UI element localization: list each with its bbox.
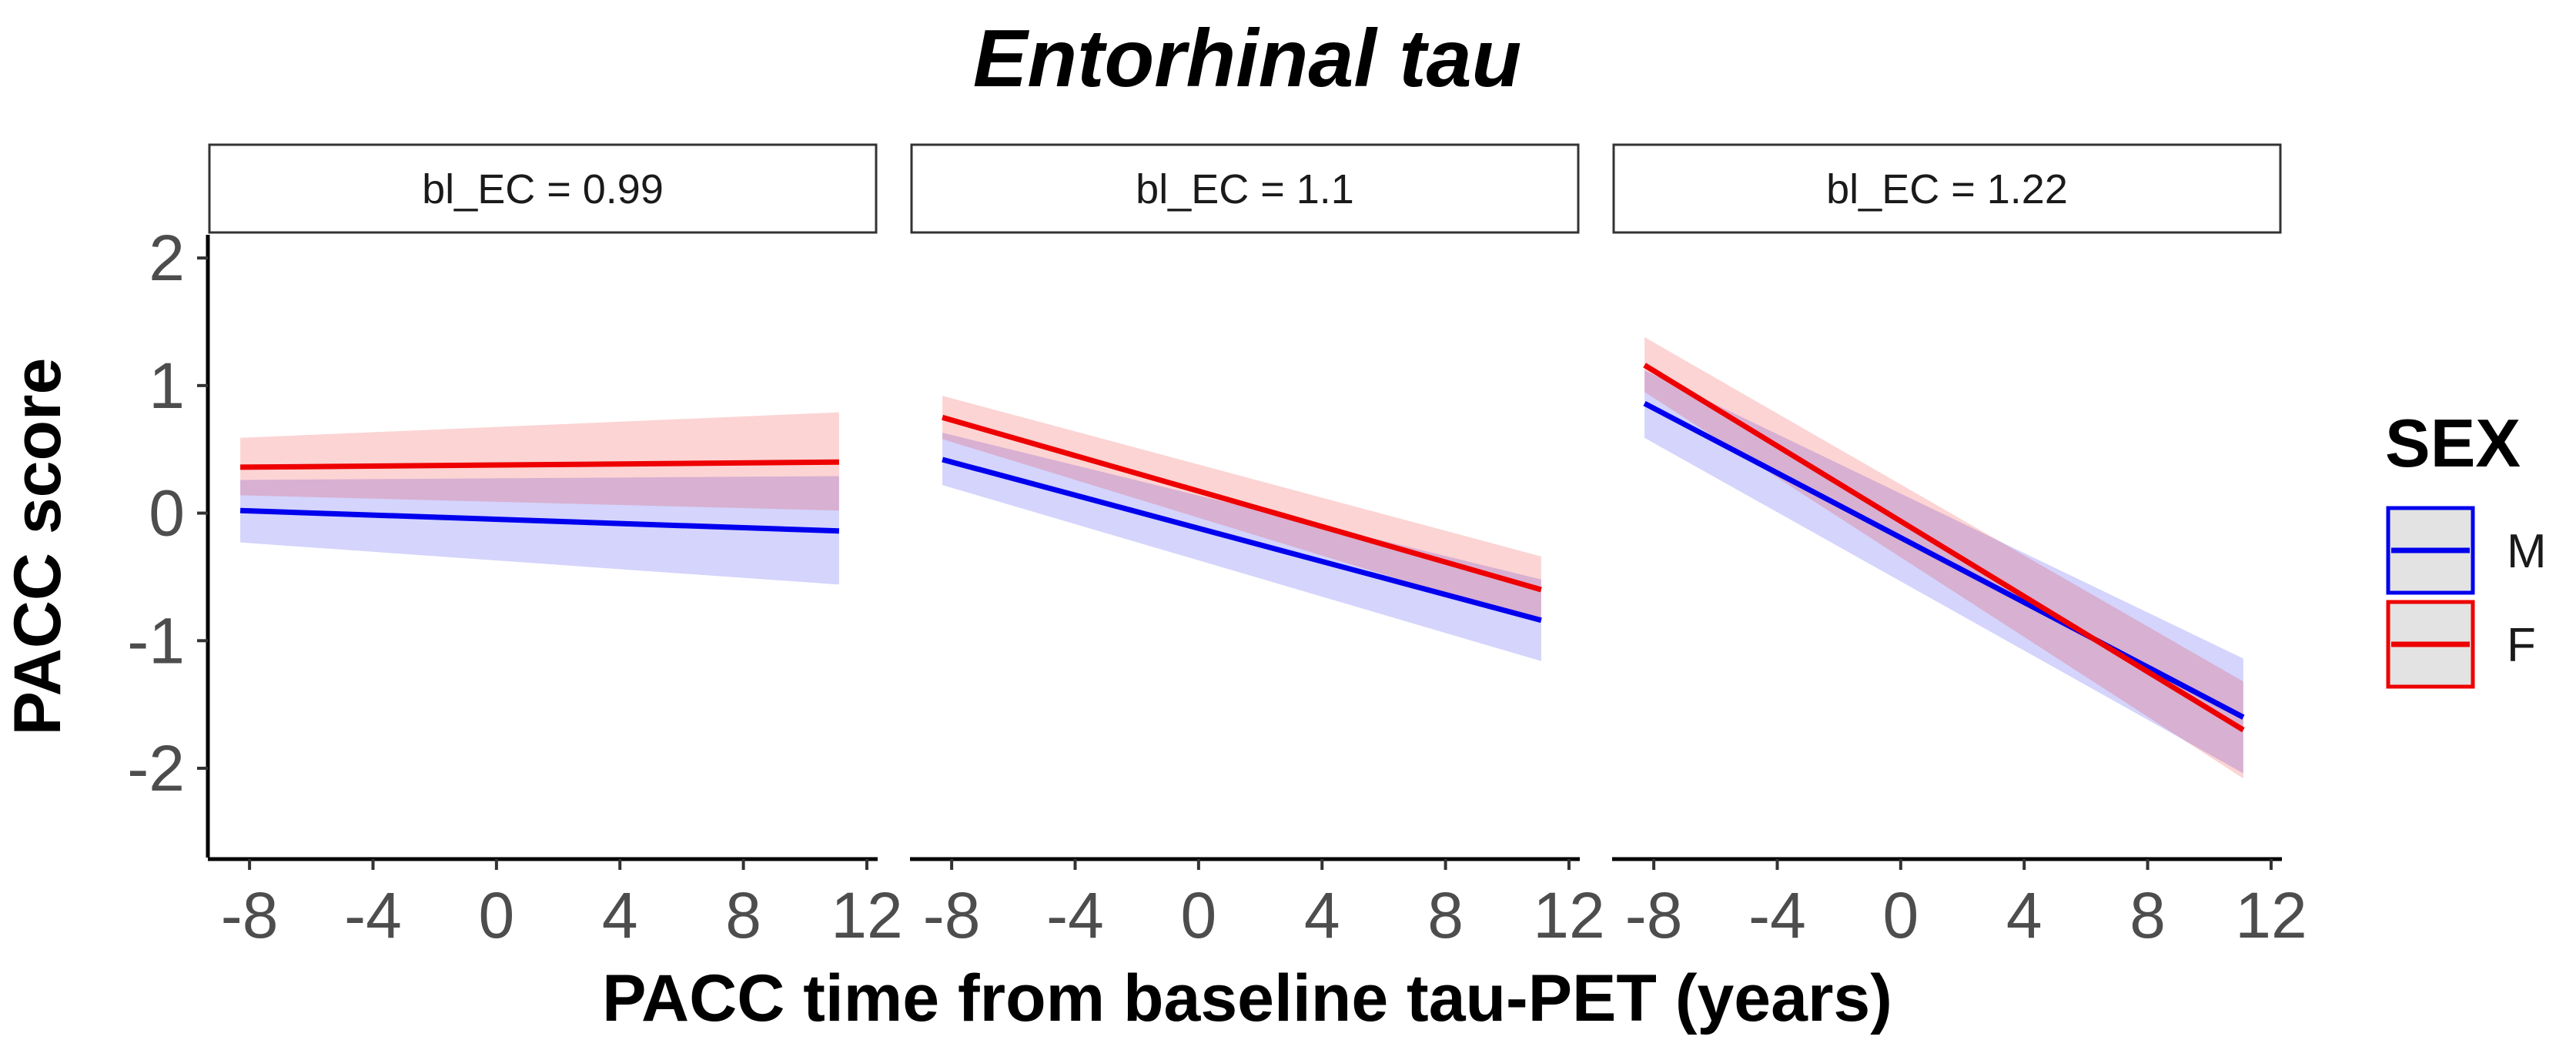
confidence-band-m [1644,369,2243,774]
legend-item-f: F [2386,600,2536,689]
series-line-f [1643,363,2245,733]
x-tick-label: -8 [221,879,279,951]
x-tick-label: 12 [2235,879,2307,951]
x-tick-label: 4 [1304,879,1340,951]
x-tick-label: -4 [344,879,402,951]
facet-strip [208,143,878,234]
facet-strip-label: bl_EC = 1.1 [1136,166,1354,212]
x-tick-label: 8 [1427,879,1464,951]
y-axis: 2 1 0 -1 -2 [127,222,210,858]
y-tick-label: 1 [149,349,185,422]
x-axis: -8 -4 0 4 8 12 [208,857,903,951]
x-tick-label: 8 [725,879,761,951]
y-tick-label: 0 [149,477,185,550]
x-tick-label: 4 [2006,879,2042,951]
confidence-band-f [240,412,839,511]
series-line-f [240,459,839,470]
y-tick-label: -2 [127,732,185,804]
facet-strip-label: bl_EC = 1.22 [1826,166,2068,212]
x-tick-label: 12 [831,879,902,951]
series-line-m [239,507,840,534]
legend-item-m: M [2386,506,2547,595]
y-tick-label: -1 [127,604,185,677]
x-tick-label: 4 [602,879,638,951]
x-tick-label: 0 [479,879,515,951]
legend: SEX MF [2385,405,2547,689]
x-axis: -8 -4 0 4 8 12 [910,857,1605,951]
chart-title: Entorhinal tau [973,13,1522,104]
facet-panel: bl_EC = 0.99 -8 -4 0 4 8 12 [208,143,903,951]
facet-panel: bl_EC = 1.1 -8 -4 0 4 8 12 [910,143,1605,951]
series-line-m [942,456,1542,624]
facet-panels: 2 1 0 -1 -2 bl_EC = 0.99 -8 -4 0 4 8 12 bl_EC = 1.1 -… [127,143,2307,951]
legend-label: F [2507,619,2536,672]
x-tick-label: -4 [1046,879,1104,951]
legend-title: SEX [2385,405,2521,481]
x-tick-label: 0 [1883,879,1919,951]
facet-strip-label: bl_EC = 0.99 [422,166,664,212]
x-tick-label: -8 [1625,879,1683,951]
legend-label: M [2507,525,2547,578]
x-axis: -8 -4 0 4 8 12 [1612,857,2307,951]
facet-strip [1612,143,2282,234]
confidence-band-m [942,433,1541,661]
x-tick-label: -4 [1748,879,1806,951]
facet-strip [910,143,1580,234]
x-axis-title: PACC time from baseline tau-PET (years) [602,961,1892,1035]
x-tick-label: -8 [923,879,981,951]
confidence-band-m [240,476,839,585]
y-axis-title: PACC score [1,358,75,736]
x-tick-label: 8 [2129,879,2166,951]
x-tick-label: 0 [1181,879,1217,951]
y-tick-label: 2 [149,222,185,294]
series-line-f [942,414,1542,593]
facet-panel: bl_EC = 1.22 -8 -4 0 4 8 12 [1612,143,2307,951]
x-tick-label: 12 [1533,879,1604,951]
confidence-band-f [942,396,1541,624]
series-line-m [1643,400,2245,720]
